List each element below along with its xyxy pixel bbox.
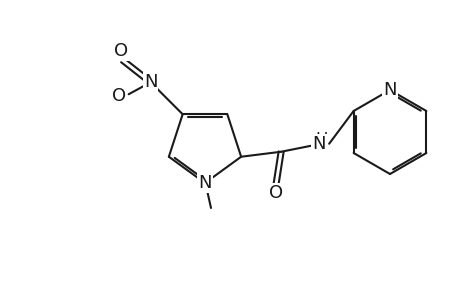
Text: O: O [269,184,283,202]
Text: O: O [112,87,125,105]
Text: N: N [144,73,157,91]
Text: H: H [314,131,327,149]
Text: O: O [113,42,128,60]
Text: N: N [312,135,325,153]
Text: N: N [382,81,396,99]
Text: N: N [198,174,211,192]
